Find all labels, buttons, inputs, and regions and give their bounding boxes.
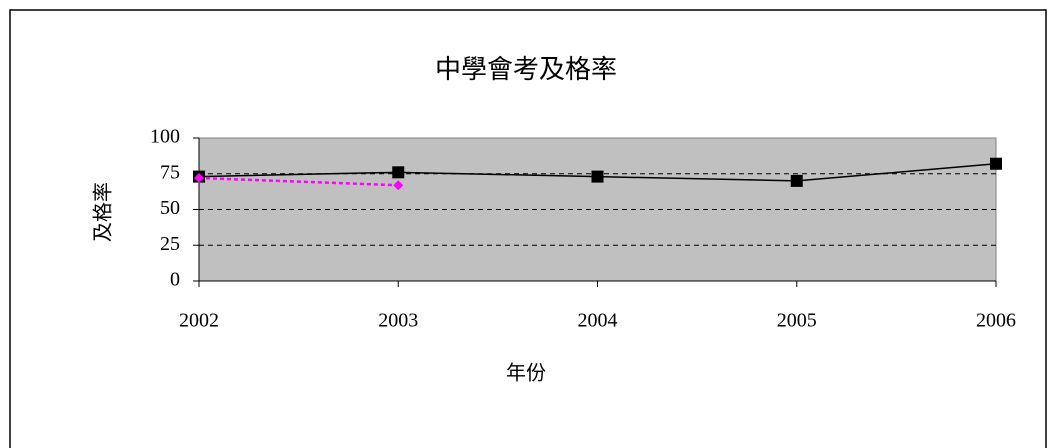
x-tick-label: 2005 — [777, 310, 817, 332]
marker — [990, 157, 1002, 170]
x-tick-label: 2002 — [179, 310, 219, 332]
series-line — [198, 176, 399, 187]
x-tick-label: 2003 — [378, 310, 418, 332]
x-tick-label: 2004 — [578, 310, 618, 332]
x-tick-label: 2006 — [976, 310, 1016, 332]
x-axis-label: 年份 — [506, 362, 546, 385]
y-axis-label: 及格率 — [92, 182, 115, 242]
marker — [591, 170, 604, 183]
y-tick-label: 50 — [160, 197, 180, 219]
y-tick-label: 100 — [150, 126, 180, 148]
marker — [393, 180, 404, 191]
marker — [392, 166, 405, 179]
marker — [790, 174, 803, 187]
y-tick-label: 75 — [160, 161, 180, 183]
marker — [194, 173, 204, 184]
y-tick-label: 0 — [170, 269, 180, 291]
y-tick-label: 25 — [160, 233, 180, 255]
chart-title: 中學會考及格率 — [435, 55, 617, 84]
